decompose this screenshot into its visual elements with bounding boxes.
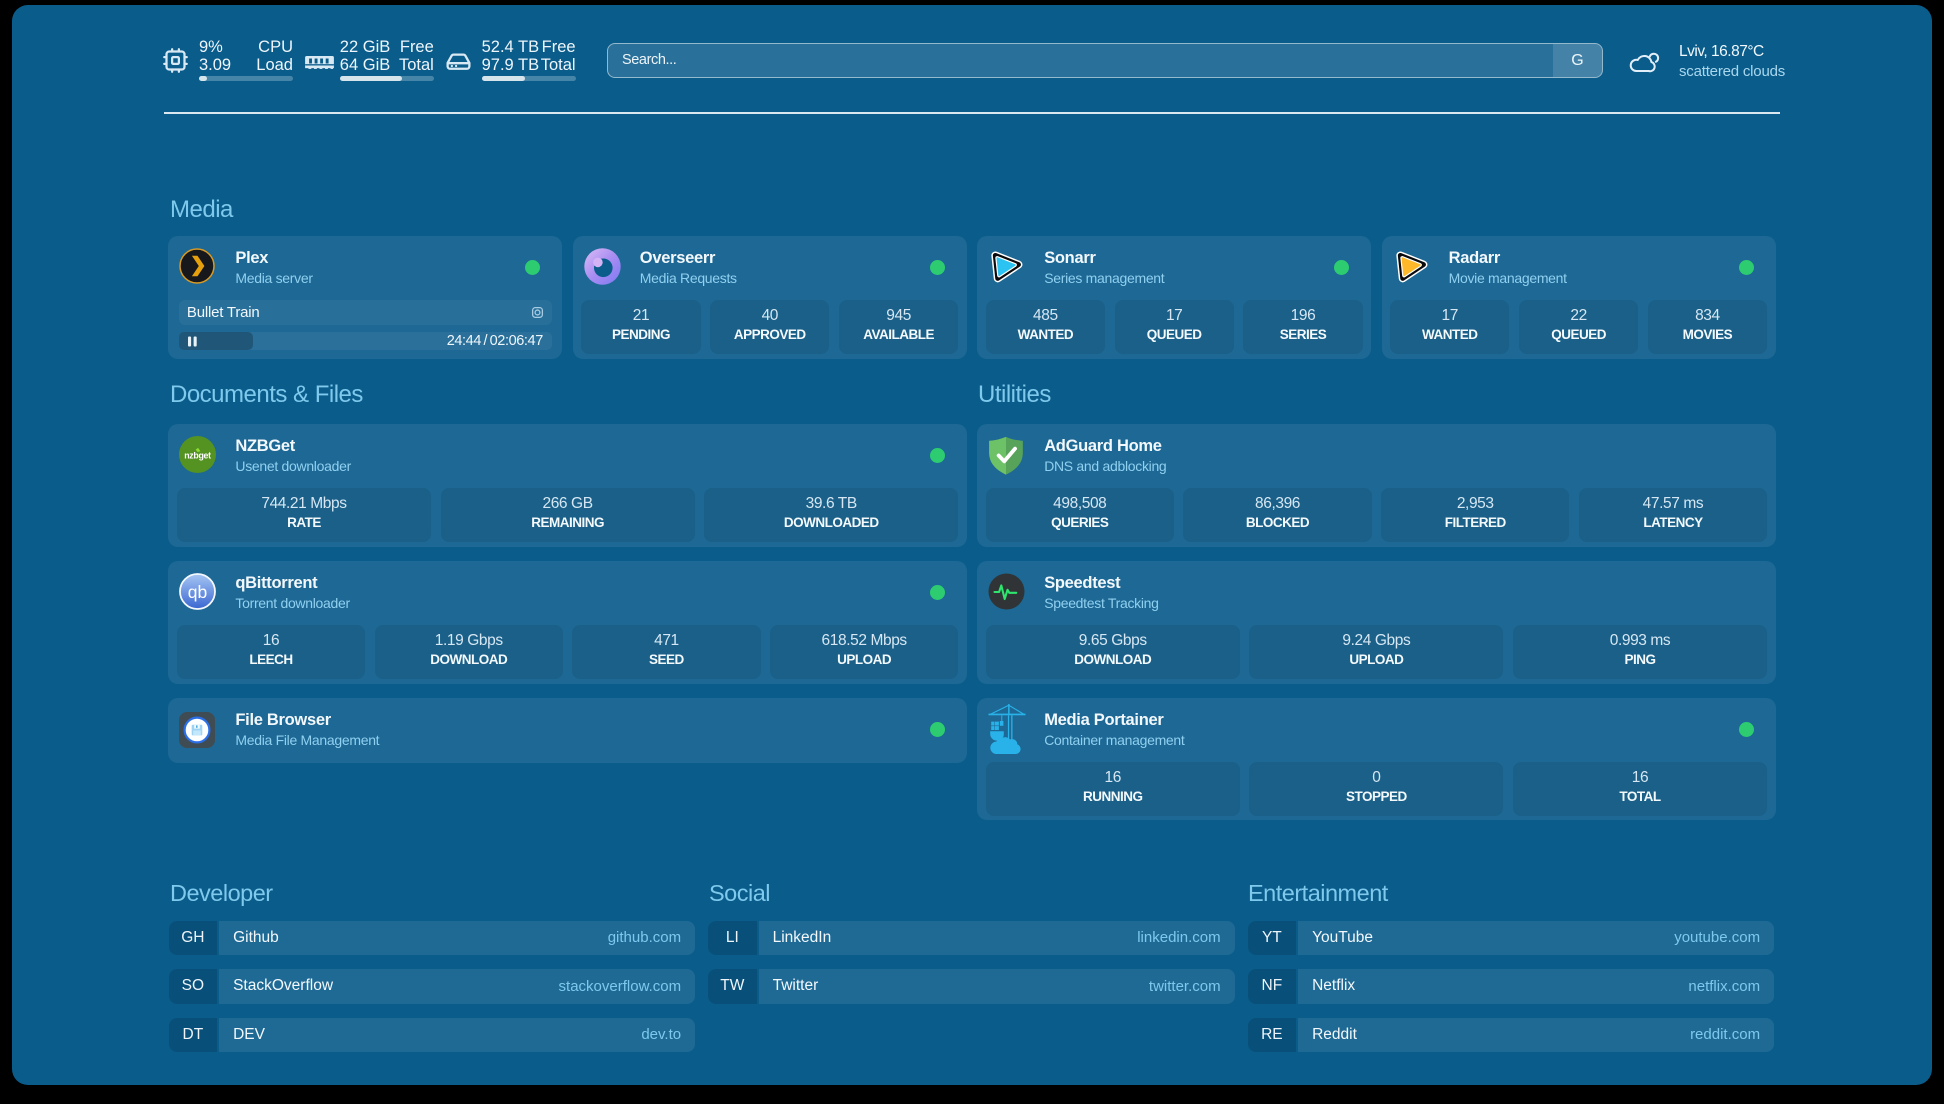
svg-text:qb: qb [188, 582, 207, 602]
svg-text:nzbget: nzbget [185, 451, 212, 461]
